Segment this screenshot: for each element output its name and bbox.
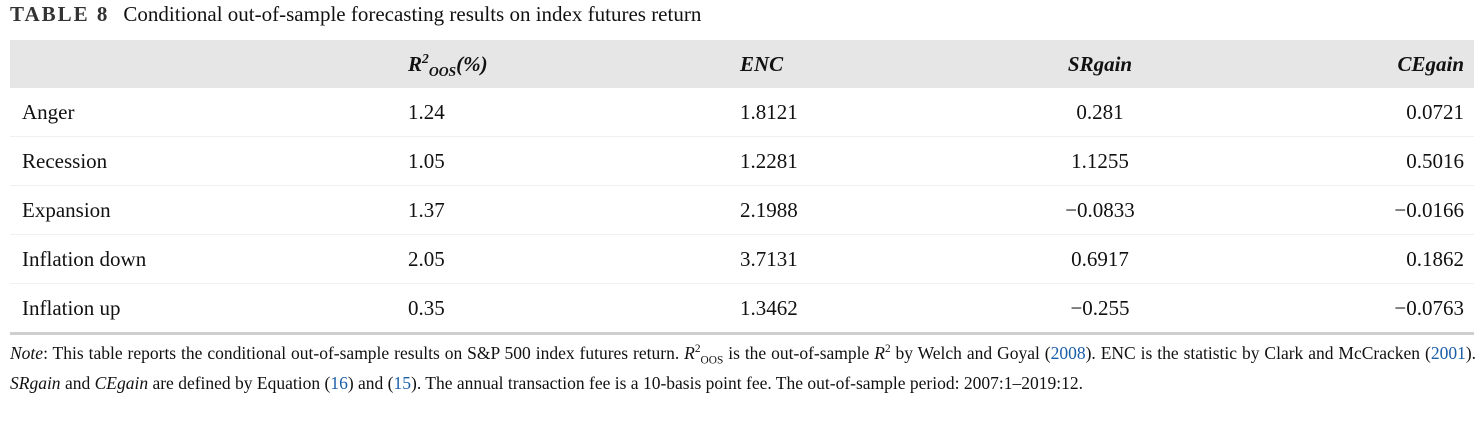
table-cell: 1.05 [408,148,445,173]
citation-link[interactable]: 2008 [1050,343,1086,363]
table-cell: 2.1988 [740,197,798,222]
table-row: Inflation down 2.05 3.7131 0.6917 0.1862 [10,235,1474,284]
note-text: is the out-of-sample [723,343,875,363]
equation-link[interactable]: 15 [393,373,412,393]
note-text: and [60,373,95,393]
table-cell: 1.37 [408,197,445,222]
table-cell: 0.281 [1076,99,1124,124]
caption-title: Conditional out-of-sample forecasting re… [123,2,702,26]
header-sup: 2 [422,50,429,66]
table-cell: 1.1255 [1071,148,1129,173]
note-text: R [684,343,695,363]
table-body: Anger 1.24 1.8121 0.281 0.0721 Recession 1.05 1… [10,88,1474,334]
note-text: ). ENC is the statistic by Clark and McC… [1085,343,1431,363]
table-cell: 0.6917 [1071,246,1129,271]
header-sub: OOS [428,63,457,79]
table-cell: 2.05 [408,246,445,271]
header-cell: CEgain [1397,51,1464,76]
note-text: R [874,343,885,363]
table-cell: 1.3462 [740,295,798,320]
table-row: Expansion 1.37 2.1988 −0.0833 −0.0166 [10,186,1474,235]
row-label: Inflation down [22,246,147,271]
table-row: Inflation up 0.35 1.3462 −0.255 −0.0763 [10,284,1474,334]
header-text: (%) [456,51,488,76]
header-cell: ENC [740,51,784,76]
note-text: SRgain [10,373,61,393]
note-sup: 2 [694,343,701,356]
note-text: ). The annual transaction fee is a 10-ba… [411,373,1083,393]
header-cell: SRgain [1067,51,1133,76]
note-text: by Welch and Goyal ( [890,343,1051,363]
note-text: are defined by Equation ( [148,373,331,393]
table-header: R2OOS(%) ENC SRgain CEgain [10,40,1474,88]
table-cell: −0.0763 [1394,295,1464,320]
table-cell: 3.7131 [740,246,798,271]
note-text: ). [1465,343,1477,363]
note-text: CEgain [94,373,149,393]
row-label: Expansion [22,197,111,222]
table-cell: 0.0721 [1406,99,1464,124]
equation-link[interactable]: 16 [330,373,348,393]
caption: TABLE 8 Conditional out-of-sample forecas… [10,2,701,27]
row-label: Inflation up [22,295,121,320]
header-cell [10,40,406,88]
citation-link[interactable]: 2001 [1430,343,1466,363]
table-cell: −0.0166 [1394,197,1464,222]
table-row: Anger 1.24 1.8121 0.281 0.0721 [10,88,1474,137]
row-label: Recession [22,148,108,173]
note-text: : This table reports the conditional out… [43,343,685,363]
table-cell: 1.24 [408,99,445,124]
header-text: R [408,51,423,76]
table-cell: 0.1862 [1406,246,1464,271]
note-sup: 2 [884,343,891,356]
table-cell: 1.2281 [740,148,798,173]
table-cell: −0.0833 [1065,197,1135,222]
table-cell: 0.5016 [1406,148,1464,173]
row-label: Anger [22,99,75,124]
header-cell: R2OOS(%) [406,40,740,88]
note-sub: OOS [700,354,724,367]
note-text: Note [10,343,44,363]
table-cell: 1.8121 [740,99,798,124]
table-cell: 0.35 [408,295,445,320]
results-table: R2OOS(%) ENC SRgain CEgain Anger 1.24 1.81… [10,40,1474,335]
table-note: Note: This table reports the conditional… [10,338,1476,398]
table-cell: −0.255 [1070,295,1130,320]
caption-label: TABLE 8 [10,2,110,26]
note-text: ) and ( [347,373,394,393]
table-row: Recession 1.05 1.2281 1.1255 0.5016 [10,137,1474,186]
